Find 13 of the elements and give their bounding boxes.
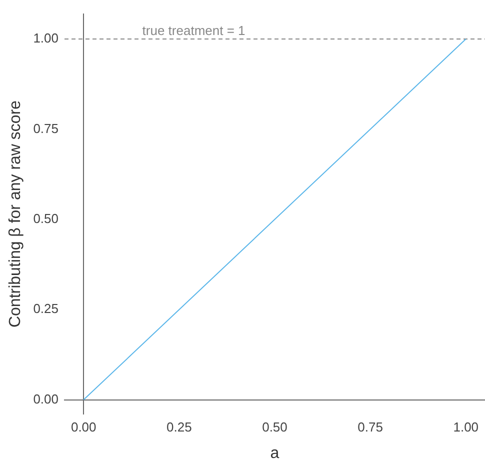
- ref-line-label: true treatment = 1: [142, 23, 246, 38]
- x-axis-title: a: [270, 444, 280, 462]
- x-tick-label: 1.00: [453, 420, 479, 435]
- y-tick-label: 0.00: [33, 391, 58, 406]
- y-tick-label: 0.25: [33, 301, 58, 316]
- y-axis-title: Contributing β for any raw score: [7, 100, 24, 328]
- x-tick-label: 0.00: [70, 420, 96, 435]
- x-tick-label: 0.50: [262, 420, 288, 435]
- y-tick-label: 0.50: [33, 210, 58, 226]
- y-tick-label: 1.00: [33, 30, 58, 46]
- y-tick-label: 0.75: [33, 120, 58, 136]
- x-tick-label: 0.25: [166, 420, 192, 435]
- x-tick-label: 0.75: [358, 420, 383, 435]
